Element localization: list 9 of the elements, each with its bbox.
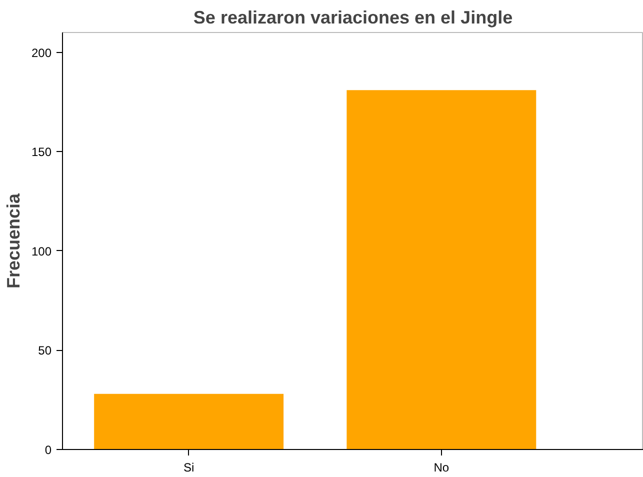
y-tick-label: 50	[38, 344, 52, 358]
y-tick-label: 150	[31, 145, 52, 160]
y-tick-label: 100	[31, 244, 52, 258]
y-tick-label: 200	[31, 46, 52, 60]
chart-title: Se realizaron variaciones en el Jingle	[193, 8, 513, 28]
y-axis-title: Frecuencia	[3, 192, 24, 289]
x-tick-label: Si	[183, 460, 194, 474]
x-tick-label: No	[434, 460, 450, 474]
y-tick-label: 0	[44, 443, 52, 457]
